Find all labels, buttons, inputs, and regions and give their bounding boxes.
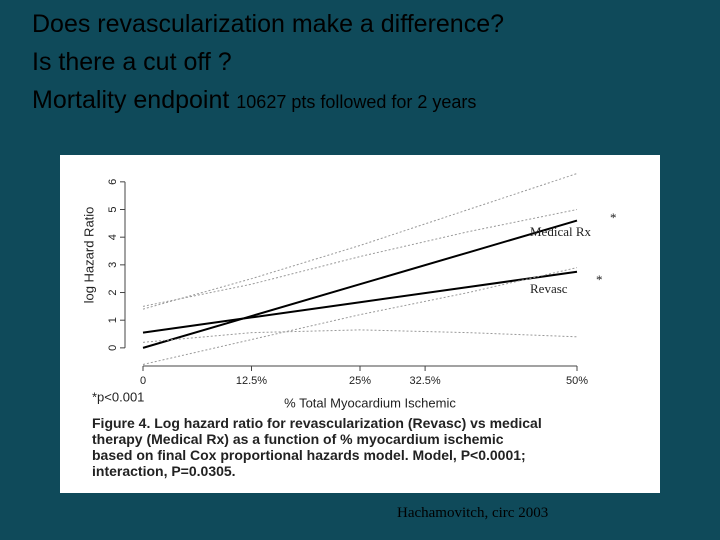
- caption-label: Figure 4.: [92, 415, 151, 431]
- title-line: Is there a cut off ?: [32, 48, 232, 76]
- series-line: [142, 267, 578, 365]
- x-axis-label: % Total Myocardium Ischemic: [284, 395, 456, 410]
- subtitle-main: Mortality endpoint: [32, 86, 230, 114]
- x-tick-label: 50%: [566, 375, 588, 387]
- caption: Figure 4. Log hazard ratio for revascula…: [92, 415, 542, 479]
- y-axis-label: log Hazard Ratio: [81, 207, 96, 304]
- y-tick-label: 1: [107, 317, 119, 323]
- y-tick-label: 6: [107, 179, 119, 185]
- figure-box: [60, 155, 660, 493]
- series-line: [142, 270, 578, 334]
- x-tick-label: 32.5%: [409, 375, 440, 387]
- annotation: Revasc: [530, 281, 568, 296]
- x-tick-label: 0: [140, 375, 146, 387]
- x-tick-label: 25%: [349, 375, 371, 387]
- annotation: Medical Rx: [530, 224, 592, 239]
- y-tick-label: 4: [107, 234, 119, 240]
- annotation: *: [610, 210, 617, 225]
- series-line: [142, 173, 578, 310]
- x-tick-label: 12.5%: [236, 375, 267, 387]
- annotation: *: [596, 272, 603, 287]
- y-tick-label: 5: [107, 206, 119, 212]
- y-tick-label: 0: [107, 345, 119, 351]
- annotation: *p<0.001: [92, 389, 144, 404]
- citation: Hachamovitch, circ 2003: [397, 505, 549, 521]
- subtitle-detail: 10627 pts followed for 2 years: [236, 92, 477, 112]
- title-line: Does revascularization make a difference…: [32, 10, 505, 38]
- series-line: [142, 219, 578, 349]
- y-tick-label: 3: [107, 262, 119, 268]
- y-tick-label: 2: [107, 289, 119, 295]
- series-line: [142, 329, 578, 343]
- subtitle: Mortality endpoint 10627 pts followed fo…: [32, 86, 476, 115]
- series-line: [142, 209, 578, 307]
- caption-text: Log hazard ratio for revascularization (…: [92, 415, 542, 479]
